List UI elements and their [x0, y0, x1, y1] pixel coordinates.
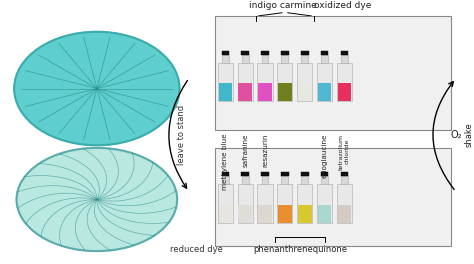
FancyBboxPatch shape [321, 55, 328, 63]
FancyBboxPatch shape [321, 51, 328, 55]
FancyBboxPatch shape [341, 55, 348, 63]
FancyBboxPatch shape [337, 83, 351, 101]
FancyBboxPatch shape [277, 63, 292, 101]
FancyBboxPatch shape [221, 51, 229, 55]
FancyBboxPatch shape [238, 205, 252, 223]
FancyBboxPatch shape [282, 176, 288, 184]
FancyBboxPatch shape [242, 55, 248, 63]
Text: erioglaucine: erioglaucine [321, 134, 328, 178]
FancyBboxPatch shape [337, 184, 352, 223]
FancyBboxPatch shape [337, 205, 351, 223]
FancyBboxPatch shape [341, 51, 348, 55]
FancyBboxPatch shape [242, 176, 248, 184]
Text: shake: shake [464, 122, 473, 147]
FancyBboxPatch shape [278, 83, 292, 101]
FancyBboxPatch shape [222, 55, 229, 63]
FancyBboxPatch shape [222, 176, 229, 184]
FancyBboxPatch shape [219, 205, 232, 223]
FancyBboxPatch shape [318, 205, 331, 223]
FancyBboxPatch shape [258, 205, 272, 223]
FancyBboxPatch shape [278, 205, 292, 223]
FancyBboxPatch shape [301, 51, 309, 55]
FancyBboxPatch shape [277, 184, 292, 223]
FancyBboxPatch shape [297, 63, 312, 101]
FancyBboxPatch shape [281, 51, 289, 55]
Text: resazurin: resazurin [262, 134, 268, 167]
FancyBboxPatch shape [237, 184, 253, 223]
FancyBboxPatch shape [321, 176, 328, 184]
Text: indigo carmine: indigo carmine [249, 1, 316, 10]
Text: leave to stand: leave to stand [177, 105, 186, 165]
FancyBboxPatch shape [337, 63, 352, 101]
FancyArrowPatch shape [433, 82, 454, 190]
Text: phenanthrenequinone: phenanthrenequinone [253, 245, 347, 254]
FancyBboxPatch shape [219, 83, 232, 101]
FancyBboxPatch shape [218, 184, 233, 223]
FancyBboxPatch shape [301, 55, 308, 63]
FancyBboxPatch shape [241, 172, 249, 176]
FancyBboxPatch shape [261, 172, 269, 176]
Text: safranine: safranine [242, 134, 248, 167]
FancyBboxPatch shape [257, 184, 273, 223]
Ellipse shape [14, 32, 180, 145]
FancyBboxPatch shape [257, 63, 273, 101]
FancyBboxPatch shape [215, 148, 451, 246]
FancyBboxPatch shape [321, 172, 328, 176]
FancyBboxPatch shape [298, 83, 311, 101]
FancyBboxPatch shape [281, 172, 289, 176]
Ellipse shape [17, 148, 177, 251]
FancyBboxPatch shape [262, 55, 268, 63]
Text: O₂: O₂ [450, 130, 462, 140]
FancyBboxPatch shape [317, 63, 332, 101]
FancyBboxPatch shape [221, 172, 229, 176]
FancyBboxPatch shape [282, 55, 288, 63]
Text: tetrazolium
chloride: tetrazolium chloride [339, 134, 350, 170]
FancyBboxPatch shape [318, 83, 331, 101]
FancyBboxPatch shape [297, 184, 312, 223]
FancyBboxPatch shape [317, 184, 332, 223]
FancyArrowPatch shape [169, 81, 187, 188]
FancyBboxPatch shape [262, 176, 268, 184]
FancyBboxPatch shape [241, 51, 249, 55]
FancyBboxPatch shape [341, 176, 348, 184]
FancyBboxPatch shape [238, 83, 252, 101]
Text: methylene blue: methylene blue [222, 134, 228, 190]
Text: reduced dye: reduced dye [170, 245, 222, 254]
FancyBboxPatch shape [298, 205, 311, 223]
FancyBboxPatch shape [215, 16, 451, 130]
FancyBboxPatch shape [301, 172, 309, 176]
FancyBboxPatch shape [261, 51, 269, 55]
FancyBboxPatch shape [258, 83, 272, 101]
FancyBboxPatch shape [341, 172, 348, 176]
FancyBboxPatch shape [218, 63, 233, 101]
FancyBboxPatch shape [301, 176, 308, 184]
FancyBboxPatch shape [237, 63, 253, 101]
Text: oxidized dye: oxidized dye [314, 1, 371, 10]
